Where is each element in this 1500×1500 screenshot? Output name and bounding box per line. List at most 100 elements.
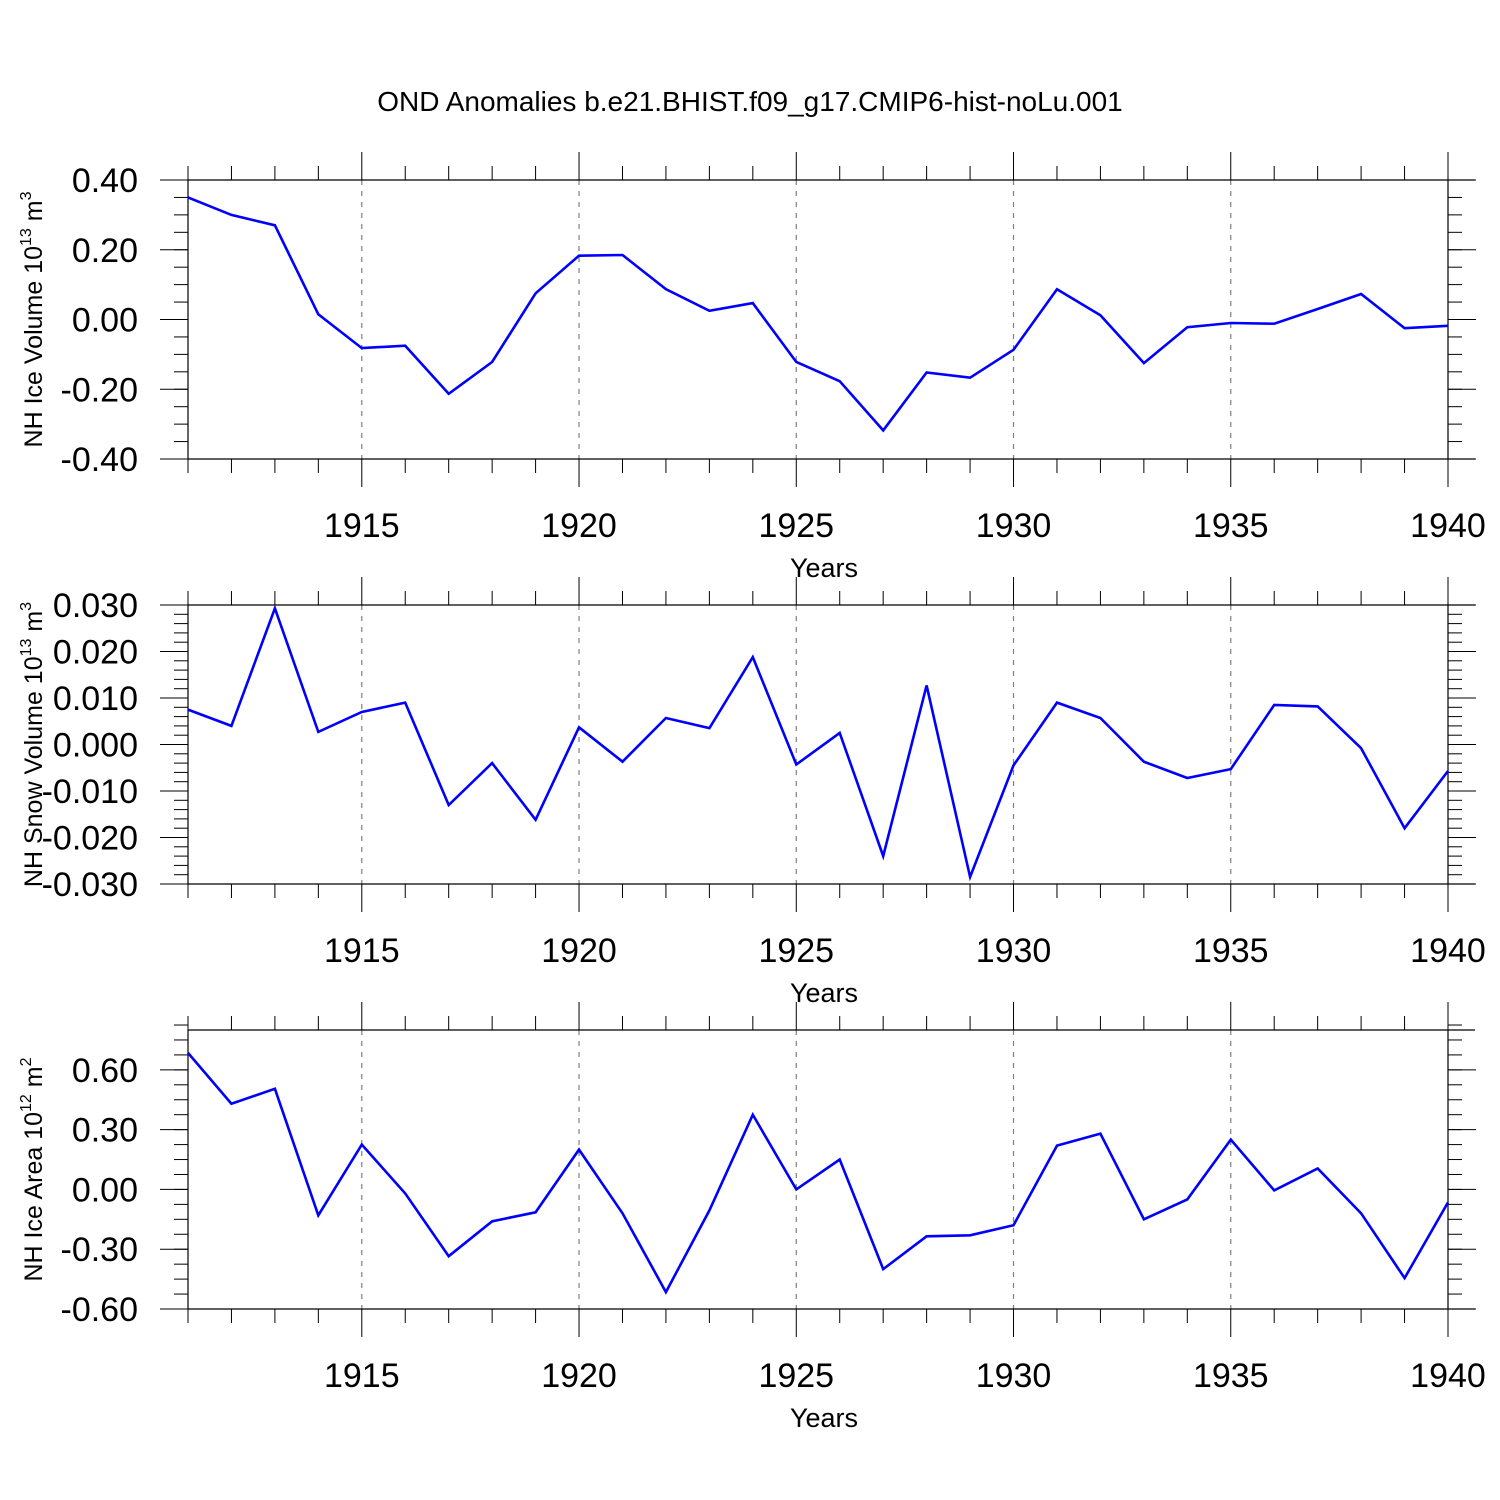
x-axis-label: Years [790, 1403, 858, 1433]
data-point [794, 360, 798, 364]
data-point [577, 725, 581, 729]
y-tick-label: 0.60 [72, 1052, 138, 1090]
data-point [1229, 767, 1233, 771]
data-point [316, 312, 320, 316]
y-axis-label: NH Snow Volume 1013 m3 [18, 602, 48, 887]
data-point [403, 344, 407, 348]
data-point [925, 683, 929, 687]
data-point [316, 1213, 320, 1217]
data-point [403, 701, 407, 705]
data-point [1055, 287, 1059, 291]
data-point [403, 1191, 407, 1195]
data-point [1359, 292, 1363, 296]
x-tick-label: 1940 [1410, 932, 1486, 970]
x-tick-label: 1915 [324, 932, 400, 970]
data-point [1098, 313, 1102, 317]
data-point [707, 309, 711, 313]
y-tick-label: -0.030 [42, 866, 138, 904]
x-tick-label: 1920 [541, 1357, 617, 1395]
data-point [229, 213, 233, 217]
data-point [186, 195, 190, 199]
data-point [1142, 1217, 1146, 1221]
x-tick-label: 1935 [1193, 1357, 1269, 1395]
data-point [229, 1102, 233, 1106]
data-point [1272, 1188, 1276, 1192]
data-point [360, 710, 364, 714]
data-point [1446, 1200, 1450, 1204]
data-point [1012, 1223, 1016, 1227]
x-tick-label: 1940 [1410, 1357, 1486, 1395]
y-tick-label: -0.30 [61, 1231, 139, 1269]
x-axis-label: Years [790, 553, 858, 583]
data-point [490, 761, 494, 765]
data-point [534, 291, 538, 295]
data-point [664, 1290, 668, 1294]
panel-ice-area: 1915 1920 1925 1930 1935 1940 Years -0.60 -0.30 0… [18, 1002, 1486, 1433]
x-tick-label: 1915 [324, 1357, 400, 1395]
data-point [620, 253, 624, 257]
data-point [273, 606, 277, 610]
data-point [881, 854, 885, 858]
data-point [447, 1254, 451, 1258]
x-tick-label: 1930 [976, 932, 1052, 970]
data-point [273, 1087, 277, 1091]
figure-title: OND Anomalies b.e21.BHIST.f09_g17.CMIP6-… [377, 86, 1123, 117]
data-point [577, 1148, 581, 1152]
y-tick-label: 0.40 [72, 162, 138, 200]
data-point [1055, 701, 1059, 705]
data-point [968, 376, 972, 380]
data-point [534, 818, 538, 822]
data-point [1272, 703, 1276, 707]
data-point [1055, 1144, 1059, 1148]
x-tick-label: 1925 [758, 507, 834, 545]
y-tick-label: 0.020 [53, 634, 138, 672]
series-line [187, 604, 1450, 882]
data-point [1142, 760, 1146, 764]
data-point [1185, 325, 1189, 329]
data-point [186, 708, 190, 712]
data-point [1012, 348, 1016, 352]
panel-snow-volume: 1915 1920 1925 1930 1935 1940 Years -0.030 -0.02… [18, 577, 1486, 1008]
y-tick-label: 0.00 [72, 302, 138, 340]
data-point [316, 730, 320, 734]
data-point [1446, 769, 1450, 773]
data-point [968, 1233, 972, 1237]
data-point [925, 371, 929, 375]
data-point [1316, 307, 1320, 311]
data-point [186, 1051, 190, 1055]
data-point [707, 726, 711, 730]
data-point [968, 875, 972, 879]
data-point [1098, 1132, 1102, 1136]
data-point [1359, 746, 1363, 750]
data-point [360, 1143, 364, 1147]
data-point [1012, 763, 1016, 767]
data-point [534, 1210, 538, 1214]
data-point [447, 392, 451, 396]
y-tick-label: 0.010 [53, 680, 138, 718]
panel-ice-volume: 1915 1920 1925 1930 1935 1940 Years -0.40 -0.20 0… [18, 152, 1486, 583]
x-tick-label: 1915 [324, 507, 400, 545]
x-tick-label: 1930 [976, 1357, 1052, 1395]
data-point [751, 655, 755, 659]
data-point [1316, 704, 1320, 708]
data-point [620, 760, 624, 764]
data-point [1098, 716, 1102, 720]
data-point [794, 1187, 798, 1191]
y-tick-label: 0.30 [72, 1112, 138, 1150]
data-point [229, 724, 233, 728]
y-tick-label: -0.60 [61, 1291, 139, 1329]
x-tick-label: 1925 [758, 932, 834, 970]
data-point [490, 1219, 494, 1223]
data-point [838, 1158, 842, 1162]
data-point [273, 223, 277, 227]
x-tick-label: 1920 [541, 507, 617, 545]
data-point [360, 346, 364, 350]
y-tick-label: -0.010 [42, 773, 138, 811]
series-line [187, 196, 1449, 433]
data-point [881, 1267, 885, 1271]
data-point [881, 428, 885, 432]
y-tick-label: 0.000 [53, 727, 138, 765]
y-tick-label: 0.00 [72, 1171, 138, 1209]
data-point [1403, 326, 1407, 330]
